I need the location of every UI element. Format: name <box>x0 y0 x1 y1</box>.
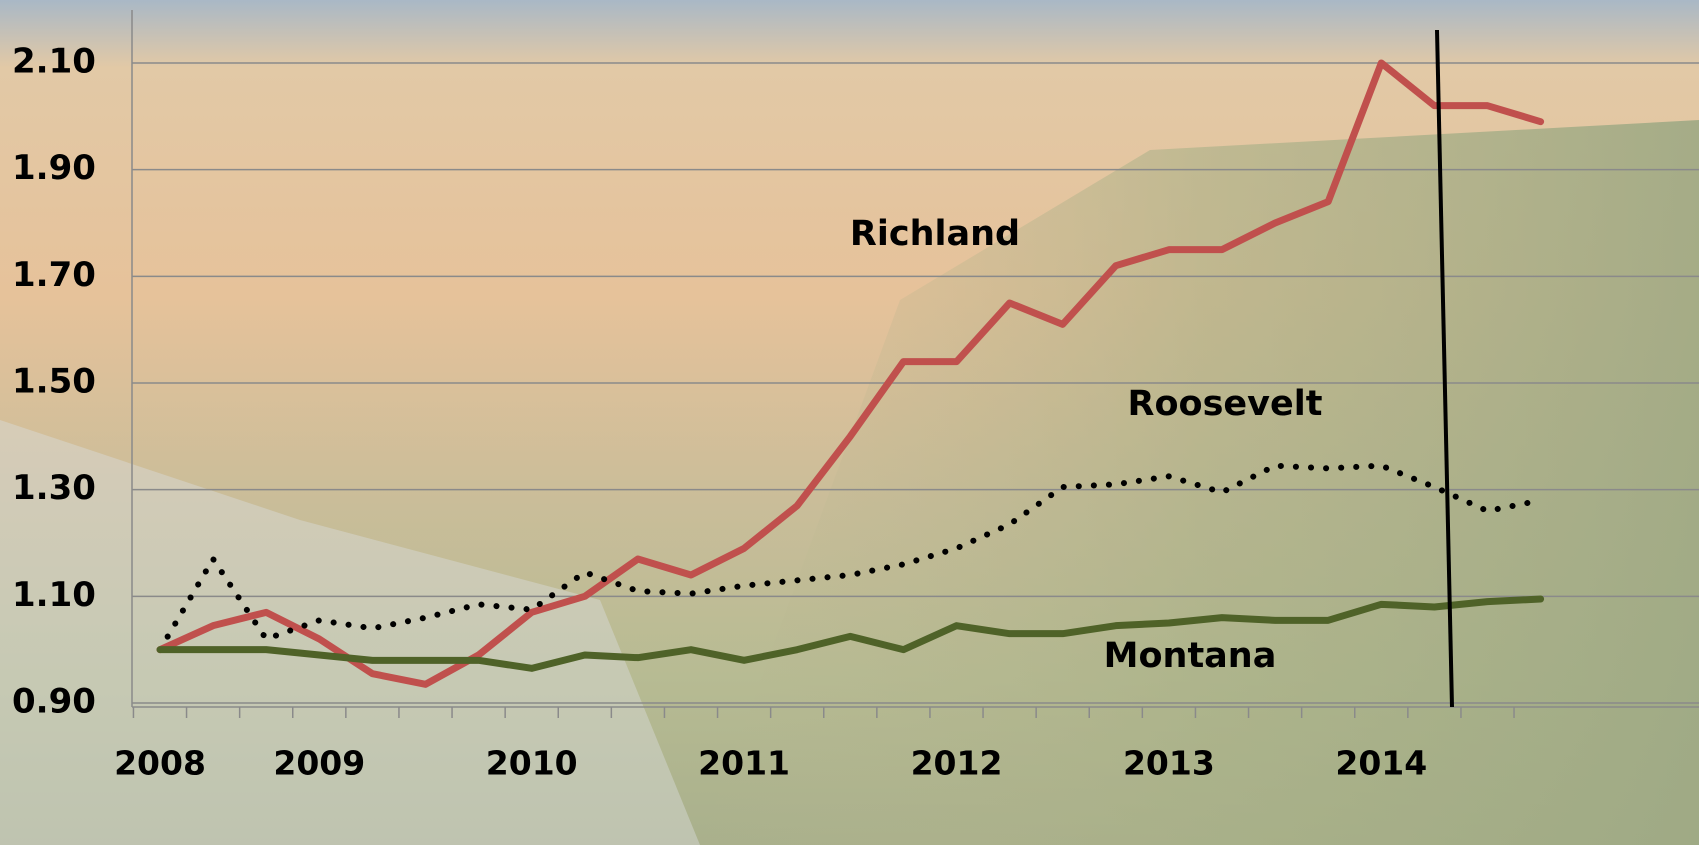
series-line <box>156 59 1545 688</box>
series-line <box>157 462 1544 653</box>
y-tick-label: 0.90 <box>12 682 96 722</box>
x-tick-label: 2014 <box>1335 744 1427 783</box>
series-annotation: Roosevelt <box>1128 384 1323 424</box>
series-annotation: Montana <box>1104 636 1277 676</box>
x-tick-label: 2010 <box>486 744 578 783</box>
y-tick-label: 1.10 <box>12 575 96 615</box>
x-tick-label: 2011 <box>698 744 790 783</box>
y-tick-label: 1.90 <box>12 148 96 188</box>
series-line <box>156 595 1545 672</box>
series-annotation: Richland <box>850 214 1020 254</box>
y-tick-label: 1.50 <box>12 362 96 402</box>
x-tick-label: 2009 <box>273 744 365 783</box>
y-tick-label: 1.70 <box>12 255 96 295</box>
x-tick-label: 2008 <box>114 744 206 783</box>
x-tick-label: 2012 <box>911 744 1003 783</box>
y-tick-label: 2.10 <box>12 42 96 82</box>
divider-line <box>1435 29 1454 708</box>
background-snow <box>0 420 700 845</box>
x-tick-label: 2013 <box>1123 744 1215 783</box>
y-tick-label: 1.30 <box>12 468 96 508</box>
